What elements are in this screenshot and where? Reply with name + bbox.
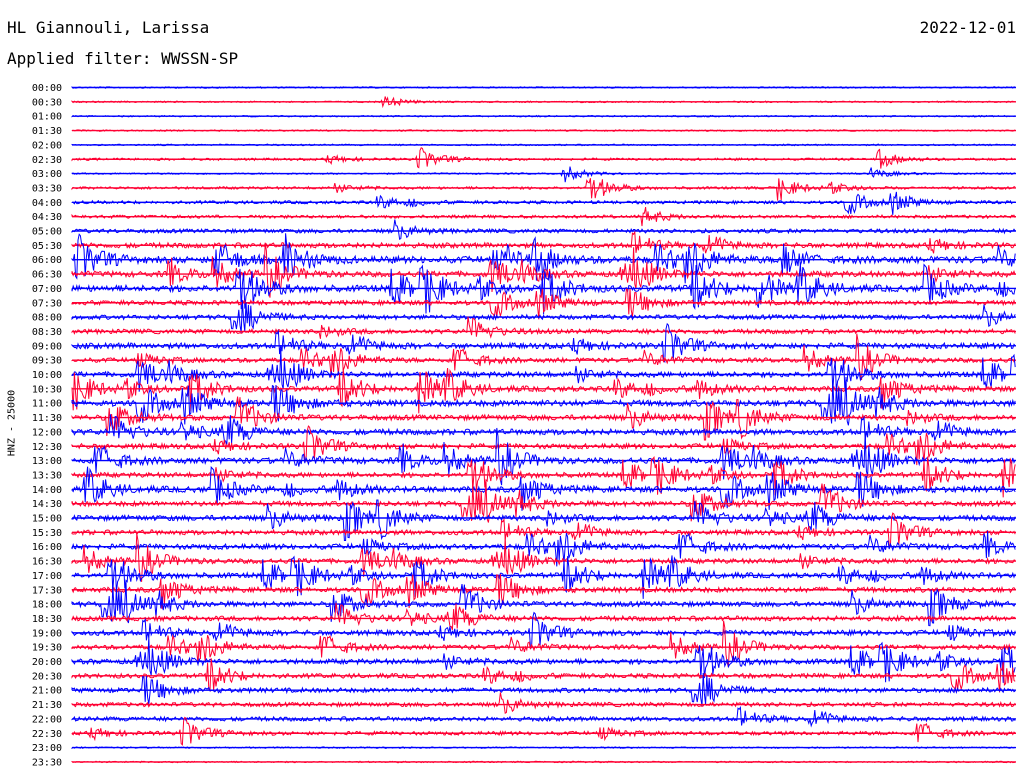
row-label: 11:30 xyxy=(32,413,62,424)
row-label: 04:00 xyxy=(32,198,62,209)
station-title: HL Giannouli, Larissa xyxy=(7,18,210,37)
trace-line xyxy=(71,376,1016,426)
trace-line xyxy=(71,230,1016,254)
row-label: 07:30 xyxy=(32,298,62,309)
row-label: 03:00 xyxy=(32,169,62,180)
trace-line xyxy=(71,481,1016,523)
row-label: 02:30 xyxy=(32,155,62,166)
row-label: 00:30 xyxy=(32,97,62,108)
row-label: 09:00 xyxy=(32,341,62,352)
trace-line xyxy=(71,705,1016,728)
trace-line xyxy=(71,716,1016,746)
row-label: 01:30 xyxy=(32,126,62,137)
row-label: 01:00 xyxy=(32,112,62,123)
row-label: 17:00 xyxy=(32,571,62,582)
trace-line xyxy=(71,333,1016,381)
row-label: 17:30 xyxy=(32,585,62,596)
row-label: 10:00 xyxy=(32,370,62,381)
row-label: 06:00 xyxy=(32,255,62,266)
row-label: 07:00 xyxy=(32,284,62,295)
trace-line xyxy=(71,414,1016,445)
trace-line xyxy=(71,191,1016,215)
row-label: 16:00 xyxy=(32,542,62,553)
row-label: 14:30 xyxy=(32,499,62,510)
row-label: 03:30 xyxy=(32,183,62,194)
row-label: 02:00 xyxy=(32,140,62,151)
row-label: 19:00 xyxy=(32,628,62,639)
row-label: 20:00 xyxy=(32,657,62,668)
trace-line xyxy=(71,147,1016,169)
trace-line xyxy=(71,602,1016,630)
trace-line xyxy=(71,178,1016,201)
trace-line xyxy=(71,427,1016,486)
row-label: 12:00 xyxy=(32,427,62,438)
date-label: 2022-12-01 xyxy=(919,18,1016,37)
row-label: 22:00 xyxy=(32,714,62,725)
trace-line xyxy=(71,465,1016,511)
trace-line xyxy=(71,692,1016,715)
trace-line xyxy=(71,530,1016,567)
trace-line xyxy=(71,348,1016,393)
trace-line xyxy=(71,574,1016,609)
row-label: 05:00 xyxy=(32,227,62,238)
trace-line xyxy=(71,219,1016,240)
trace-line xyxy=(71,316,1016,339)
filter-label: Applied filter: WWSSN-SP xyxy=(7,49,239,68)
row-label: 22:30 xyxy=(32,729,62,740)
trace-line xyxy=(71,533,1016,582)
trace-line xyxy=(71,322,1016,364)
row-label: 00:00 xyxy=(32,83,62,94)
row-label: 23:00 xyxy=(32,743,62,754)
row-label: 05:30 xyxy=(32,241,62,252)
row-label: 20:30 xyxy=(32,671,62,682)
row-label: 18:30 xyxy=(32,614,62,625)
row-label: 15:30 xyxy=(32,528,62,539)
trace-line xyxy=(71,166,1016,183)
row-label: 09:30 xyxy=(32,356,62,367)
trace-line xyxy=(71,611,1016,649)
trace-line xyxy=(71,581,1016,627)
row-label: 13:30 xyxy=(32,470,62,481)
row-label: 15:00 xyxy=(32,514,62,525)
row-label: 04:30 xyxy=(32,212,62,223)
row-label: 10:30 xyxy=(32,384,62,395)
row-label: 19:30 xyxy=(32,643,62,654)
row-label: 21:30 xyxy=(32,700,62,711)
row-label: 13:00 xyxy=(32,456,62,467)
trace-line xyxy=(71,499,1016,541)
row-label: 11:00 xyxy=(32,399,62,410)
row-label: 08:30 xyxy=(32,327,62,338)
row-label: 08:00 xyxy=(32,313,62,324)
row-label: 18:00 xyxy=(32,600,62,611)
trace-line xyxy=(71,620,1016,668)
row-label: 12:30 xyxy=(32,442,62,453)
row-label: 21:00 xyxy=(32,686,62,697)
row-label: 14:00 xyxy=(32,485,62,496)
trace-rows: 00:00 00:30 01:00 01:30 02:00 02:30 03:00 03:30… xyxy=(32,83,1016,768)
row-label: 16:30 xyxy=(32,557,62,568)
row-label: 06:30 xyxy=(32,270,62,281)
trace-line xyxy=(71,367,1016,414)
row-label: 23:30 xyxy=(32,757,62,768)
